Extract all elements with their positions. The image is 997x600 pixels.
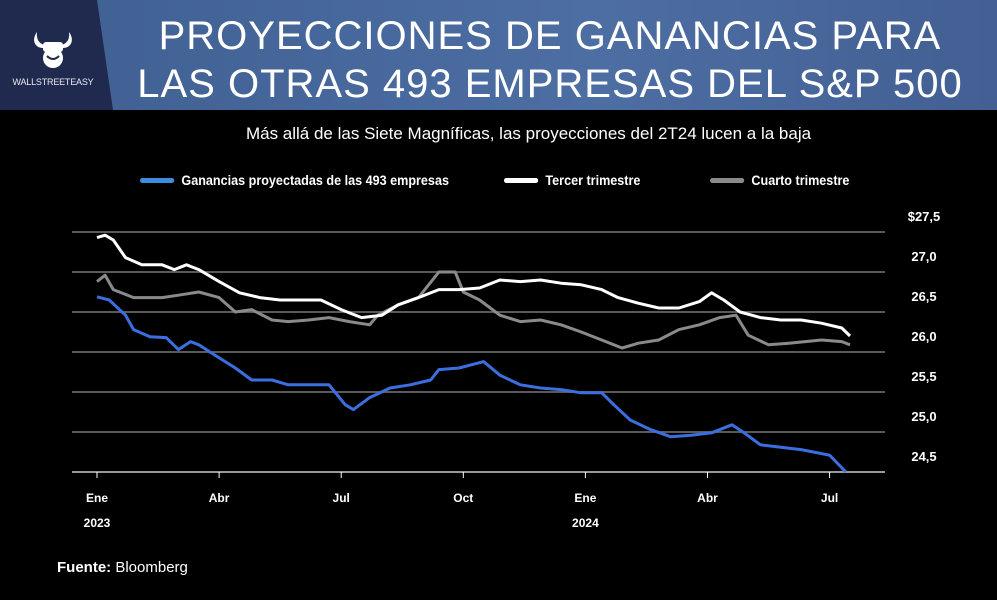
logo-panel: WALLSTREETEASY <box>0 0 113 110</box>
x-tick-label: Abr <box>209 491 230 505</box>
y-tick-label: $27,5 <box>908 209 941 224</box>
legend-label: Ganancias proyectadas de las 493 empresa… <box>181 172 449 188</box>
x-tick-label: Ene <box>86 491 108 505</box>
x-tick-label: Ene <box>574 491 596 505</box>
x-tick-label: Jul <box>333 491 350 505</box>
x-tick-label: Oct <box>453 491 473 505</box>
title-line-1: PROYECCIONES DE GANANCIAS PARA <box>158 14 942 58</box>
bull-fist-icon <box>34 32 72 68</box>
x-tick-year: 2023 <box>84 516 111 530</box>
series-line-1 <box>96 233 852 338</box>
source-value: Bloomberg <box>115 559 188 576</box>
x-tick-label: Jul <box>821 491 838 505</box>
y-tick-label: 25,0 <box>911 409 936 424</box>
legend-swatch-blue <box>140 177 175 183</box>
y-tick-label: 25,5 <box>911 369 936 384</box>
y-tick-label: 27,0 <box>911 249 936 264</box>
logo-text: WALLSTREETEASY <box>12 77 94 87</box>
legend-label: Tercer trimestre <box>545 172 641 188</box>
legend-item-projected: Ganancias proyectadas de las 493 empresa… <box>140 172 449 188</box>
x-tick-label: Abr <box>697 491 718 505</box>
legend-swatch-white <box>504 177 539 183</box>
legend-item-q3: Tercer trimestre <box>504 172 640 188</box>
source-note: Fuente: Bloomberg <box>57 559 188 576</box>
page-title: PROYECCIONES DE GANANCIAS PARA LAS OTRAS… <box>130 12 970 108</box>
header-banner: WALLSTREETEASY PROYECCIONES DE GANANCIAS… <box>0 0 997 110</box>
source-label: Fuente: <box>57 559 112 576</box>
legend-label: Cuarto trimestre <box>751 172 850 188</box>
legend-item-q4: Cuarto trimestre <box>710 172 849 188</box>
x-tick-year: 2024 <box>572 516 599 530</box>
series-line-0 <box>96 295 847 474</box>
y-tick-label: 24,5 <box>911 449 936 464</box>
series-line-2 <box>96 270 851 350</box>
y-tick-label: 26,5 <box>911 289 936 304</box>
chart-title: Más allá de las Siete Magníficas, las pr… <box>245 124 812 143</box>
y-tick-label: 26,0 <box>911 329 936 344</box>
wallstreeteasy-logo: WALLSTREETEASY <box>8 28 98 87</box>
legend-swatch-gray <box>710 177 745 183</box>
title-line-2: LAS OTRAS 493 EMPRESAS DEL S&P 500 <box>137 62 963 106</box>
